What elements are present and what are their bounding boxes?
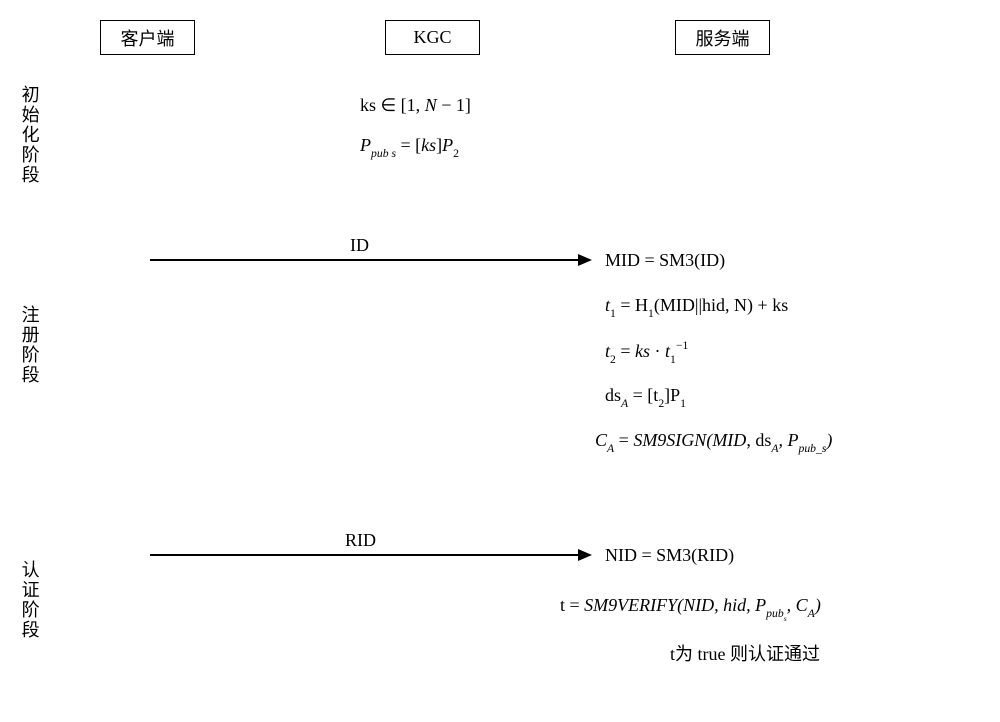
rid-arrow-head — [578, 549, 592, 561]
reg-formula-ca: CA = SM9SIGN(MID, dsA, Ppub_s) — [595, 430, 832, 454]
kgc-box: KGC — [385, 20, 480, 55]
reg-formula-dsa: dsA = [t2]P1 — [605, 385, 686, 409]
reg-formula-t2: t2 = ks · t1−1 — [605, 340, 688, 365]
rid-arrow-line — [150, 554, 580, 556]
client-label: 客户端 — [121, 25, 175, 51]
init-formula-ks: ks ∈ [1, N − 1] — [360, 95, 471, 116]
rid-arrow-label: RID — [345, 530, 376, 551]
phase-init-label: 初始化阶段 — [18, 85, 40, 185]
phase-reg-label: 注册阶段 — [18, 305, 40, 385]
server-label: 服务端 — [696, 25, 750, 51]
auth-formula-result: t为 true 则认证通过 — [670, 640, 820, 666]
client-box: 客户端 — [100, 20, 195, 55]
reg-formula-t1: t1 = H1(MID||hid, N) + ks — [605, 295, 788, 319]
kgc-label: KGC — [413, 27, 451, 48]
reg-formula-mid: MID = SM3(ID) — [605, 250, 725, 271]
id-arrow-head — [578, 254, 592, 266]
auth-formula-nid: NID = SM3(RID) — [605, 545, 734, 566]
id-arrow-line — [150, 259, 580, 261]
auth-formula-verify: t = SM9VERIFY(NID, hid, Ppubs, CA) — [560, 595, 821, 621]
phase-auth-label: 认证阶段 — [18, 560, 40, 640]
server-box: 服务端 — [675, 20, 770, 55]
init-formula-ppub: Ppub s = [ks]P2 — [360, 135, 459, 159]
id-arrow-label: ID — [350, 235, 369, 256]
